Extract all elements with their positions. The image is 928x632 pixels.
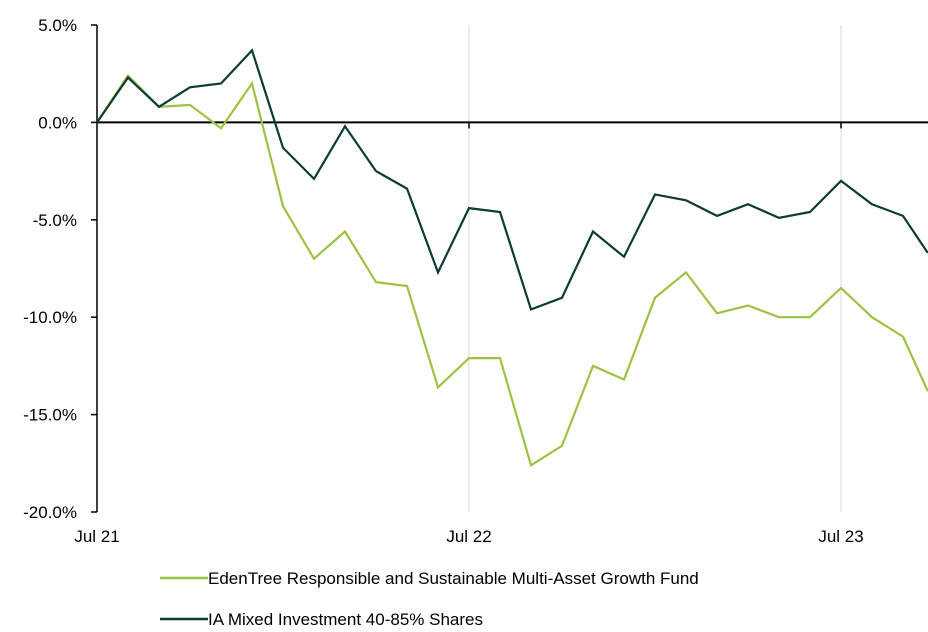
y-tick-label: 5.0% [38,16,77,35]
grid-lines [468,25,842,512]
legend: EdenTree Responsible and Sustainable Mul… [160,569,699,629]
y-tick-label: -15.0% [23,406,77,425]
y-tick-label: -5.0% [33,211,77,230]
axes [91,24,928,513]
legend-label-2: IA Mixed Investment 40-85% Shares [208,610,483,629]
x-tick-label: Jul 21 [74,527,119,546]
y-tick-label: 0.0% [38,113,77,132]
tick-labels: 5.0% 0.0% -5.0% -10.0% -15.0% -20.0% Jul 21 Jul… [23,16,864,546]
series-lines [97,48,928,467]
x-tick-label: Jul 22 [446,527,491,546]
series-line-2 [97,48,928,311]
x-tick-label: Jul 23 [818,527,863,546]
series-line-1 [97,73,928,467]
y-tick-label: -10.0% [23,308,77,327]
legend-label-1: EdenTree Responsible and Sustainable Mul… [208,569,699,588]
y-tick-label: -20.0% [23,503,77,522]
